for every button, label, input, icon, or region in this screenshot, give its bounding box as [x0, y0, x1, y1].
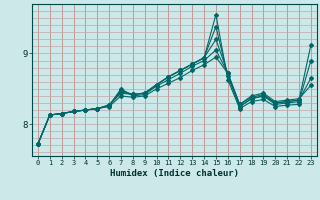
- X-axis label: Humidex (Indice chaleur): Humidex (Indice chaleur): [110, 169, 239, 178]
